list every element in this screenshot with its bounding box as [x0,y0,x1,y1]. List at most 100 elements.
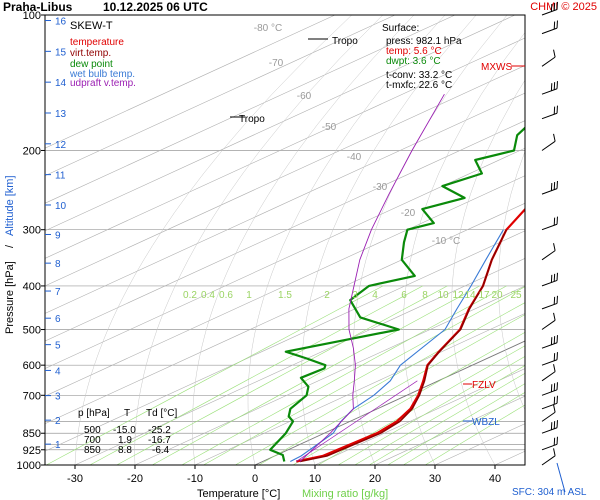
dry-adiabat-line [247,15,446,465]
wind-barb-flag [556,436,558,445]
wind-barb [541,272,558,287]
isotherm-line [74,258,525,465]
isotherm-line [45,65,525,287]
isotherm-line [45,15,336,149]
altitude-tick-label: 3 [55,392,61,403]
wind-barb-flag [553,421,556,429]
wind-barb [541,448,556,466]
p-tick-label: 925 [23,445,41,457]
altitude-tick-label: 8 [55,259,61,270]
wbzl-label: WBZL [472,417,500,428]
x-tick-label: -20 [127,473,143,485]
wind-barb-flag [553,396,556,405]
surface-press: press: 982.1 hPa [386,36,462,47]
mixing-ratio-label: 3 [352,290,358,301]
table-row-700-t: 1.9 [118,435,132,446]
mixing-ratio-label: 1.5 [278,290,292,301]
isotherm-line [45,147,525,369]
mixing-ratio-label: 0.4 [201,290,215,301]
altitude-tick-label: 4 [55,366,61,377]
wind-barb-flag [556,105,558,114]
p-tick-label: 600 [23,360,41,372]
table-header-td: Td [°C] [146,408,177,419]
wind-barb-flag [553,404,556,413]
wind-barb-flag [550,274,553,283]
datetime-title: 10.12.2025 06 UTC [103,0,208,14]
tick-layer: -80 °C -70 -60 -50 -40 -30 -20 -10 °C 0.2 0.4 0.6 1… [17,10,522,485]
credit-label: CHMI © 2025 [530,1,597,13]
mixing-ratio-label: 17 [478,290,490,301]
wind-barb [541,81,558,95]
wind-barb-flag [553,49,556,58]
y-axis-label: Pressure [hPa] [4,261,16,334]
wind-barb [541,49,556,67]
dry-adiabat-line [498,150,525,411]
wind-barb-flag [550,384,553,392]
series-line-2 [299,229,508,463]
table-row-700-p: 700 [84,435,101,446]
altitude-tick-label: 15 [55,47,67,58]
p-tick-label: 1000 [17,460,41,472]
wind-barb [541,382,558,396]
sfc-label: SFC: 304 m ASL [512,487,587,498]
series-line-3 [269,126,525,462]
wind-barb-flag [556,216,558,225]
isotherm-line [134,285,525,465]
wind-barb-flag [553,182,556,190]
surface-info-box: Surface: press: 982.1 hPa temp: 5.6 °C d… [382,23,462,91]
wind-barb [541,404,556,422]
wind-barb-flag [556,20,558,29]
mixing-ratio-label: 6 [401,290,407,301]
wind-barb [541,436,558,451]
dry-adiabat-line [402,32,525,465]
isotherm-line [45,15,456,204]
wind-barb-flag [556,295,558,304]
altitude-axis-label: Altitude [km] [4,175,16,236]
isotherm-line [45,15,396,177]
wind-barb-shaft [541,455,556,466]
wind-barb-flag [553,336,556,344]
mixing-ratio-label: 8 [422,290,428,301]
mixing-axis-label: Mixing ratio [g/kg] [302,488,388,500]
fzlv-label: FZLV [472,380,496,391]
altitude-tick-label: 7 [55,287,61,298]
wind-barb-flag [556,382,558,390]
p-tick-label: 400 [23,281,41,293]
wind-barb-flag [553,21,556,30]
mxws-label: MXWS [481,62,512,73]
wind-barb [541,364,556,382]
wind-barb-flag [553,364,556,372]
isotherm-label: -20 [401,208,416,219]
mixing-ratio-line [203,286,525,465]
mixing-ratio-label: 10 [437,290,449,301]
mixing-ratio-line [369,372,525,465]
isotherm-label: -30 [373,182,388,193]
wind-barb-flag [553,448,556,456]
mixing-ratio-line [46,285,384,465]
wind-barb-flag [553,312,556,321]
wind-barb [541,395,558,410]
dry-adiabat-line [134,15,383,465]
isotherm-line [45,92,525,314]
wind-barb-flag [553,2,556,11]
mixing-ratio-line [425,404,525,465]
plot-frame [44,14,526,466]
x-tick-label: 20 [369,473,381,485]
dry-adiabat-line [74,15,352,465]
legend-title: SKEW-T [70,20,113,32]
x-tick-label: 30 [429,473,441,485]
parcel-guide-line [296,380,418,462]
wind-barb [541,335,558,349]
legend-wet-bulb: wet bulb temp. [69,69,135,80]
table-row-500-p: 500 [84,425,101,436]
wind-barb [541,420,558,434]
surface-tmxfc: t-mxfc: 22.6 °C [386,80,452,91]
surface-tconv: t-conv: 33.2 °C [386,70,452,81]
mixing-ratio-line [89,285,423,465]
wind-barb-flag [553,217,556,226]
surface-temp: temp: 5.6 °C [386,46,442,57]
series-line-4 [290,229,504,462]
wind-barb-flag [550,183,553,191]
wind-barb-shaft [541,411,556,422]
wind-barb-flag [556,81,558,89]
